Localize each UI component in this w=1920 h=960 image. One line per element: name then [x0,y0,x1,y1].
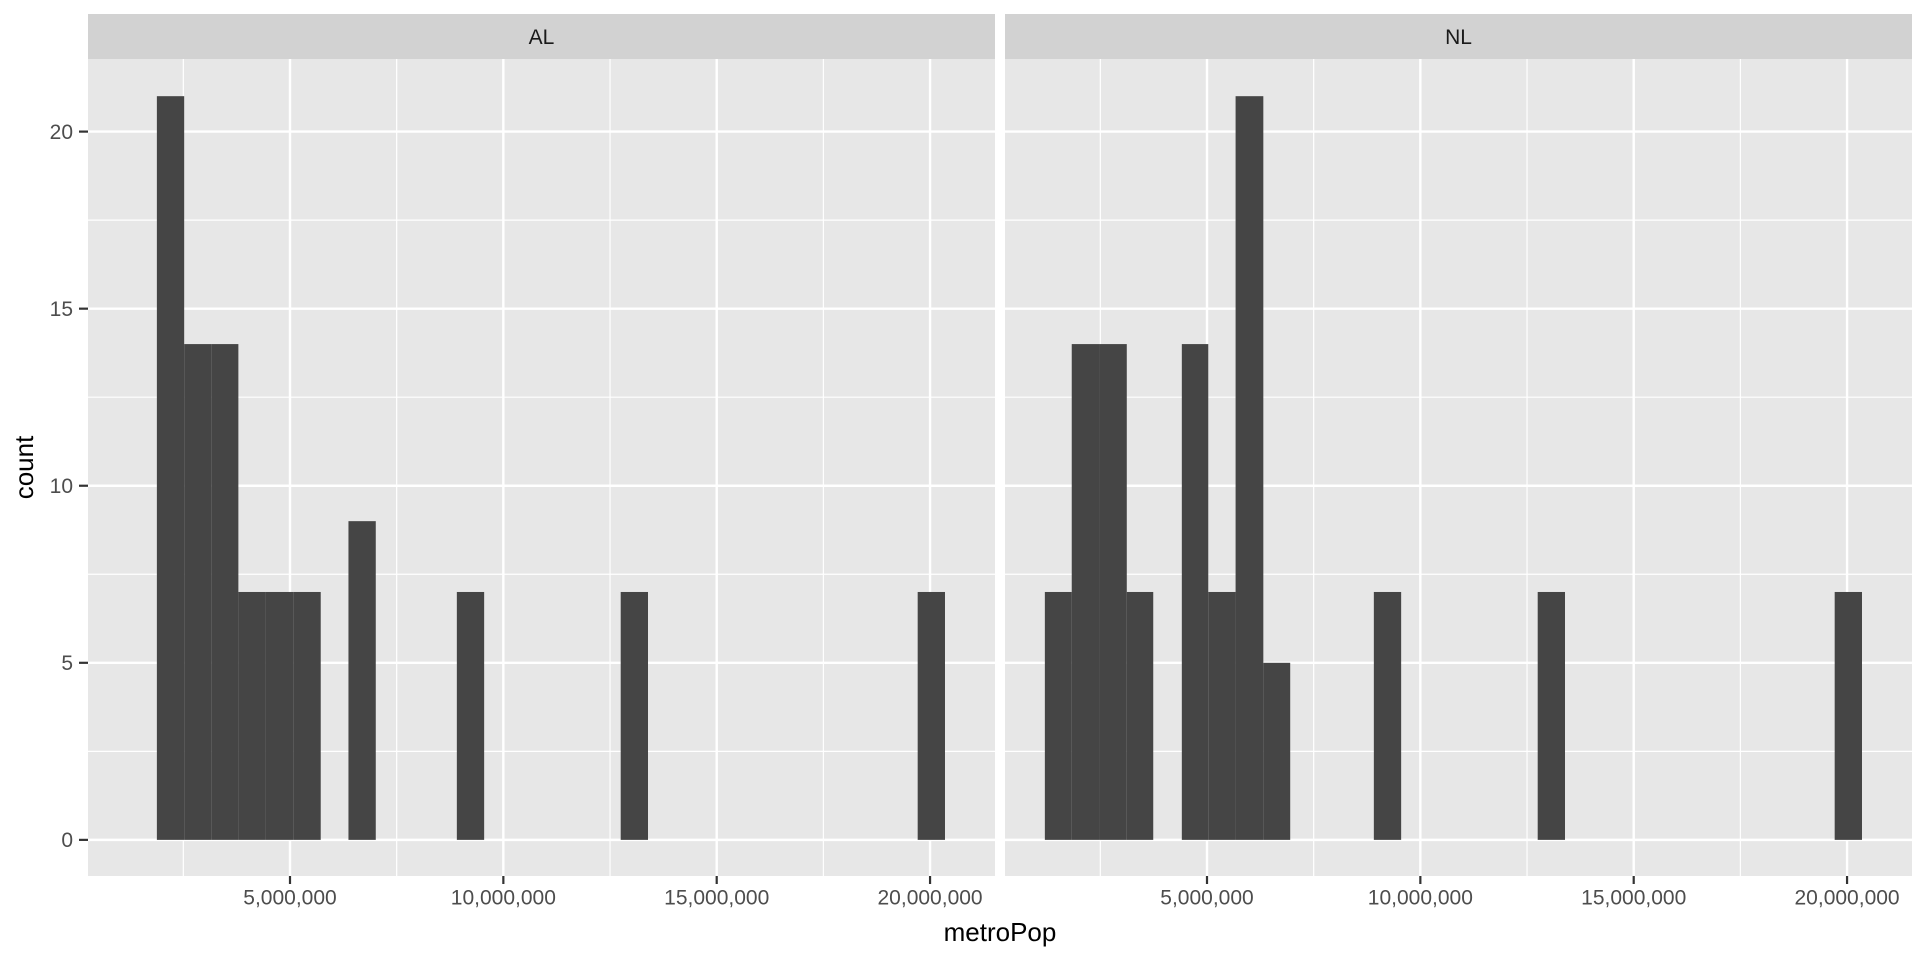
x-tick-label: 10,000,000 [451,886,556,909]
histogram-bar [156,96,185,840]
y-tick-label: 20 [50,121,73,144]
x-tick-label: 15,000,000 [1581,886,1686,909]
y-tick-label: 5 [61,652,73,675]
histogram-bar [1537,591,1566,840]
x-axis-title: metroPop [944,917,1057,947]
histogram-bar [456,591,485,840]
histogram-bar [1208,591,1236,840]
y-tick-label: 15 [50,298,73,321]
x-tick-label: 20,000,000 [878,886,983,909]
histogram-bar [211,344,239,840]
facet-strip-label-NL: NL [1445,26,1472,49]
histogram-bar [620,591,649,840]
histogram-bar [1834,591,1862,840]
histogram-bar [1181,344,1209,840]
histogram-bar [1071,344,1100,840]
y-tick-label: 10 [50,475,73,498]
histogram-bar [293,591,321,840]
histogram-bar [1126,591,1154,840]
histogram-bar [1044,591,1072,840]
y-tick-label: 0 [61,829,73,852]
facet-strip-AL [88,14,995,59]
histogram-bar [1099,344,1127,840]
facet-strip-label-AL: AL [529,26,555,49]
x-tick-label: 15,000,000 [664,886,769,909]
histogram-bar [1235,96,1264,840]
histogram-bar [1263,662,1291,840]
histogram-bar [238,591,266,840]
x-tick-label: 20,000,000 [1795,886,1900,909]
y-axis-title: count [9,435,39,499]
histogram-bar [348,521,376,840]
x-tick-label: 5,000,000 [243,886,336,909]
panel-background-NL [1005,59,1912,876]
x-tick-label: 10,000,000 [1368,886,1473,909]
facet-strip-NL [1005,14,1912,59]
histogram-bar [265,591,294,840]
histogram-bar [184,344,212,840]
x-tick-label: 5,000,000 [1160,886,1253,909]
histogram-bar [1373,591,1402,840]
histogram-bar [917,591,945,840]
